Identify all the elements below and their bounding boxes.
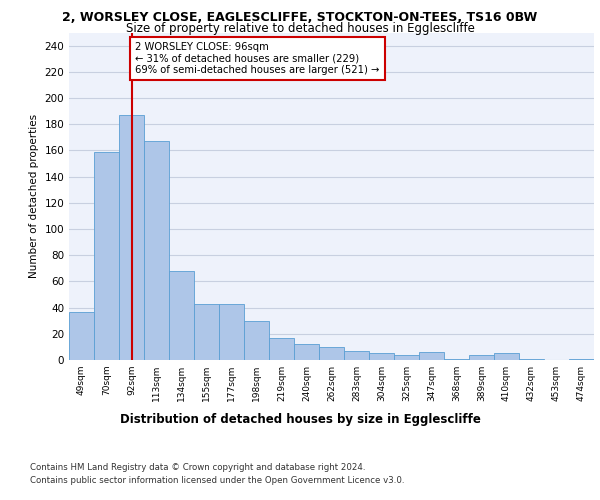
Text: Distribution of detached houses by size in Egglescliffe: Distribution of detached houses by size …: [119, 412, 481, 426]
Y-axis label: Number of detached properties: Number of detached properties: [29, 114, 39, 278]
Text: Contains HM Land Registry data © Crown copyright and database right 2024.: Contains HM Land Registry data © Crown c…: [30, 462, 365, 471]
Bar: [344, 351, 369, 360]
Bar: [319, 347, 344, 360]
Bar: [494, 354, 519, 360]
Bar: [294, 344, 319, 360]
Text: Contains public sector information licensed under the Open Government Licence v3: Contains public sector information licen…: [30, 476, 404, 485]
Bar: [169, 271, 194, 360]
Bar: [519, 358, 544, 360]
Bar: [219, 304, 244, 360]
Text: Size of property relative to detached houses in Egglescliffe: Size of property relative to detached ho…: [125, 22, 475, 35]
Bar: [394, 355, 419, 360]
Bar: [369, 354, 394, 360]
Bar: [94, 152, 119, 360]
Bar: [569, 358, 594, 360]
Bar: [194, 304, 219, 360]
Bar: [144, 141, 169, 360]
Bar: [69, 312, 94, 360]
Bar: [244, 320, 269, 360]
Bar: [419, 352, 444, 360]
Bar: [469, 355, 494, 360]
Text: 2, WORSLEY CLOSE, EAGLESCLIFFE, STOCKTON-ON-TEES, TS16 0BW: 2, WORSLEY CLOSE, EAGLESCLIFFE, STOCKTON…: [62, 11, 538, 24]
Bar: [444, 358, 469, 360]
Text: 2 WORSLEY CLOSE: 96sqm
← 31% of detached houses are smaller (229)
69% of semi-de: 2 WORSLEY CLOSE: 96sqm ← 31% of detached…: [135, 42, 380, 75]
Bar: [269, 338, 294, 360]
Bar: [119, 115, 144, 360]
